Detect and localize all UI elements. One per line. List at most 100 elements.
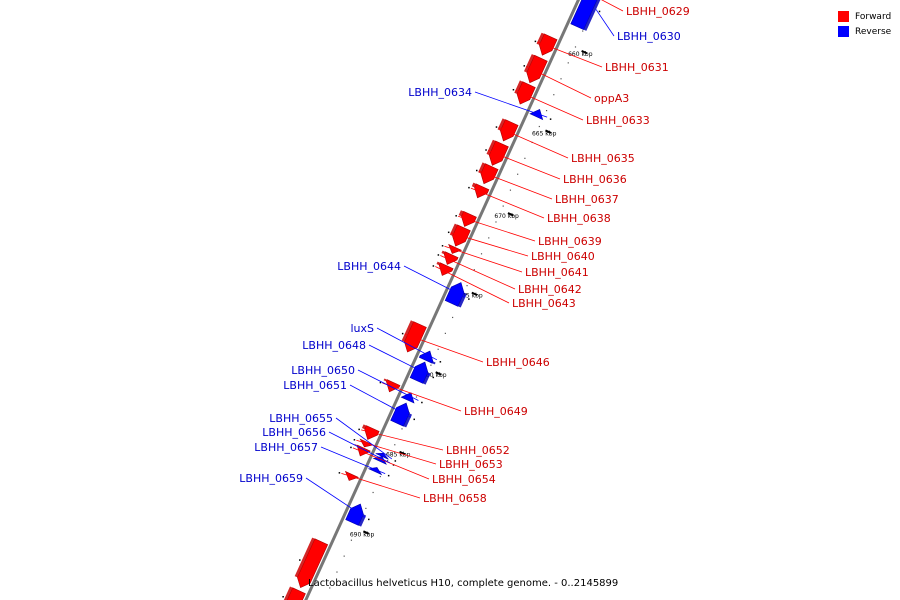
- gene-lbhh_0656-label: LBHH_0656: [262, 426, 326, 439]
- gene-lbhh_0634-arrow: [529, 108, 544, 121]
- gene-lbhh_0633-label: LBHH_0633: [586, 114, 650, 127]
- gene-lbhh_0638-label: LBHH_0638: [547, 212, 611, 225]
- gene-lbhh_0637-label: LBHH_0637: [555, 193, 619, 206]
- minor-tick: [538, 125, 540, 128]
- gene-lbhh_0635-label: LBHH_0635: [571, 152, 635, 165]
- gene-lbhh_0635-marker: [495, 126, 498, 128]
- gene-oppa3-arrow-shade: [524, 54, 535, 73]
- gene-lbhh_0629-leader: [601, 0, 624, 12]
- gene-lbhh_0659-leader: [305, 477, 366, 518]
- axis-tick: [507, 212, 514, 217]
- gene-lbhh_0640-leader: [450, 232, 529, 257]
- gene-lbhh_0657-marker: [387, 474, 390, 477]
- gene-lbhh_0653-marker: [353, 439, 356, 441]
- axis-tick-label: 680 kbp: [422, 372, 447, 379]
- gene-lbhh_0648-marker: [432, 376, 435, 379]
- gene-lbhh_0651-leader: [349, 384, 411, 418]
- gene-luxs-leader: [376, 327, 438, 361]
- gene-lbhh_0651-label: LBHH_0651: [283, 379, 347, 392]
- axis-tick: [581, 49, 588, 55]
- gene-lbhh_0650-arrow-shade: [414, 403, 417, 405]
- gene-lbhh_0644-marker: [468, 298, 470, 300]
- minor-tick: [365, 507, 367, 510]
- minor-tick: [437, 348, 439, 350]
- minor-tick: [509, 189, 512, 191]
- gene-lbhh_0640-label: LBHH_0640: [531, 250, 595, 263]
- gene-oppa3-leader: [526, 65, 592, 99]
- forward-swatch-icon: [838, 11, 849, 22]
- axis-tick: [471, 291, 478, 297]
- gene-lbhh_0633-marker: [512, 88, 515, 91]
- axis-tick-label: 670 kbp: [494, 213, 519, 220]
- gene-lbhh_0634-leader: [474, 91, 548, 118]
- minor-tick: [394, 444, 396, 446]
- axis-tick-label: 660 kbp: [568, 51, 593, 58]
- minor-tick: [488, 237, 490, 239]
- axis-tick: [545, 129, 552, 134]
- gene-lbhh_0637-marker: [475, 169, 478, 172]
- gene-lbhh_0636-label: LBHH_0636: [563, 173, 627, 186]
- gene-lbhh_0652-leader: [361, 429, 444, 451]
- legend-label-reverse: Reverse: [855, 26, 892, 37]
- gene-lbhh_0631-leader: [537, 41, 603, 68]
- gene-lbhh_0641-arrow-shade: [445, 243, 449, 245]
- gene-lbhh_0649-leader: [382, 382, 462, 412]
- minor-tick: [401, 428, 403, 430]
- gene-lbhh_0650-marker: [421, 401, 423, 404]
- gene-lbhh_0654-marker: [350, 446, 352, 449]
- gene-lbhh_0641-leader: [444, 245, 523, 273]
- reverse-swatch-icon: [838, 26, 849, 37]
- gene-lbhh_0637-arrow-shade: [478, 162, 486, 174]
- gene-oppa3-label: oppA3: [594, 92, 629, 105]
- gene-lbhh_0655-marker: [394, 460, 397, 462]
- gene-lbhh_0652-marker: [358, 428, 360, 431]
- gene-lbhh_0634-arrow-shade: [542, 119, 546, 121]
- gene-lbhh_0656-leader: [328, 431, 391, 464]
- gene-lbhh_0654-label: LBHH_0654: [432, 473, 496, 486]
- gene-lbhh_0642-marker: [437, 254, 440, 256]
- gene-lbhh_0640-marker: [447, 231, 450, 234]
- gene-lbhh_0643-arrow: [438, 262, 454, 276]
- gene-lbhh_0648-label: LBHH_0648: [302, 339, 366, 352]
- legend-item-forward: Forward: [838, 9, 891, 24]
- genome-caption: Lactobacillus helveticus H10, complete g…: [308, 578, 619, 589]
- axis-tick-label: 690 kbp: [350, 531, 375, 538]
- minor-tick: [502, 205, 504, 207]
- gene-unlabeled-arrow: [297, 538, 329, 589]
- gene-lbhh_0641-label: LBHH_0641: [525, 266, 589, 279]
- gene-lbhh_0638-arrow-shade: [471, 182, 477, 188]
- gene-lbhh_0636-arrow: [488, 140, 509, 166]
- axis-tick: [435, 371, 442, 376]
- minor-tick: [466, 285, 468, 287]
- gene-lbhh_0658-arrow-shade: [342, 470, 346, 472]
- gene-lbhh_0652-label: LBHH_0652: [446, 444, 510, 457]
- gene-lbhh_0631-arrow: [538, 33, 558, 56]
- gene-lbhh_0630-label: LBHH_0630: [617, 30, 681, 43]
- minor-tick: [495, 221, 497, 223]
- gene-unlabeled-marker: [282, 596, 284, 598]
- gene-oppa3-marker: [523, 65, 526, 67]
- gene-luxs-label: luxS: [350, 322, 374, 335]
- gene-lbhh_0653-label: LBHH_0653: [439, 458, 503, 471]
- gene-lbhh_0649-arrow-shade: [383, 378, 388, 382]
- minor-tick: [386, 460, 389, 462]
- gene-lbhh_0639-arrow: [461, 211, 477, 227]
- gene-lbhh_0653-leader: [356, 439, 437, 465]
- gene-lbhh_0646-leader: [404, 333, 484, 363]
- gene-lbhh_0640-arrow: [452, 224, 471, 247]
- gene-lbhh_0650-arrow: [400, 392, 415, 404]
- axis-tick-label: 665 kbp: [532, 130, 557, 137]
- gene-lbhh_0643-marker: [432, 265, 435, 267]
- minor-tick: [444, 332, 446, 334]
- gene-lbhh_0642-label: LBHH_0642: [518, 283, 582, 296]
- gene-lbhh_0650-label: LBHH_0650: [291, 364, 355, 377]
- gene-lbhh_0630-arrow-shade: [583, 0, 601, 31]
- gene-lbhh_0657-label: LBHH_0657: [254, 441, 318, 454]
- gene-luxs-arrow: [418, 350, 434, 364]
- gene-lbhh_0649-marker: [379, 381, 382, 384]
- gene-lbhh_0637-leader: [478, 170, 553, 200]
- gene-lbhh_0655-leader: [335, 417, 393, 460]
- gene-lbhh_0654-arrow-shade: [354, 444, 358, 446]
- gene-lbhh_0638-arrow: [474, 183, 490, 199]
